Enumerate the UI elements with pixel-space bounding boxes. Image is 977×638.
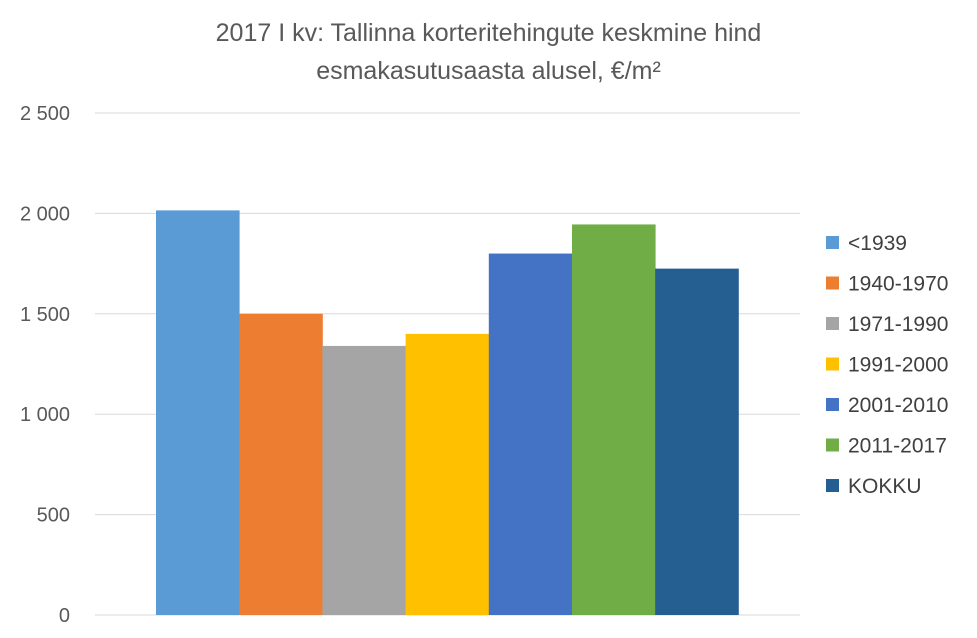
legend-swatch [826, 317, 839, 330]
legend-label: 1991-2000 [848, 354, 948, 377]
y-axis-ticks: 0 500 1 000 1 500 2 000 2 500 [20, 103, 70, 627]
bar [322, 345, 406, 615]
y-tick-label: 500 [37, 505, 70, 527]
y-tick-label: 1 500 [20, 304, 70, 326]
y-tick-label: 1 000 [20, 404, 70, 426]
y-tick-label: 0 [59, 605, 70, 627]
chart-title-line-2: esmakasutusaasta alusel, €/m² [316, 57, 661, 85]
chart-title: 2017 I kv: Tallinna korteritehingute kes… [0, 14, 977, 90]
bar [655, 268, 739, 615]
bars [156, 210, 739, 615]
legend-swatch [826, 398, 839, 411]
legend-label: KOKKU [848, 475, 922, 498]
bar [572, 224, 656, 615]
legend-swatch [826, 357, 839, 371]
legend-swatch [826, 236, 839, 249]
legend-label: 1971-1990 [848, 313, 948, 336]
y-tick-label: 2 000 [20, 203, 70, 225]
bar [239, 313, 323, 615]
legend-swatch [826, 479, 839, 492]
legend-label: 2001-2010 [848, 394, 948, 417]
legend-label: 2011-2017 [848, 435, 947, 458]
legend-label: 1940-1970 [848, 273, 948, 296]
bar [488, 253, 573, 615]
legend-label: <1939 [848, 232, 907, 255]
chart-title-line-1: 2017 I kv: Tallinna korteritehingute kes… [215, 19, 762, 47]
bar [405, 333, 490, 615]
legend-swatch [826, 438, 839, 452]
bar [156, 210, 240, 615]
y-tick-label: 2 500 [20, 103, 70, 125]
legend: <1939 1940-1970 1971-1990 1991-2000 2001-201… [826, 232, 948, 498]
legend-swatch [826, 276, 839, 290]
